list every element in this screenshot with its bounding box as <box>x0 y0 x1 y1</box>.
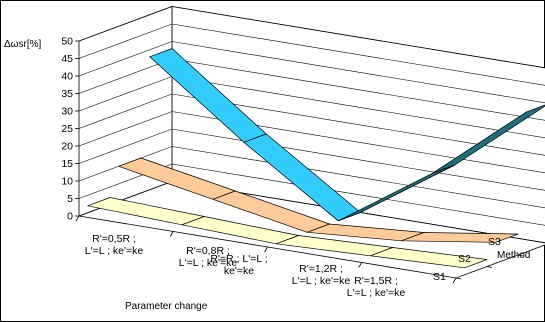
gridline <box>78 41 545 104</box>
x-tick-label: R'=1,5R ; <box>354 275 398 287</box>
y-tick-label: 5 <box>67 193 73 205</box>
series-S2-segment <box>401 232 519 243</box>
series-S3-segment <box>370 247 488 269</box>
x-tick-label: R'=0,8R ; <box>186 245 230 257</box>
y-tick-label: 25 <box>61 123 73 135</box>
y-tick-label: 15 <box>61 158 73 170</box>
x-tick-label: R'=1,2R ; <box>299 263 343 275</box>
gridline <box>78 146 545 209</box>
depth-tick-label: S2 <box>458 253 471 265</box>
x-tick-label: ke'=ke <box>224 265 254 277</box>
y-tick-label: 45 <box>61 53 73 65</box>
x-tick-label: L'=L ; ke'=ke <box>85 245 144 257</box>
y-tick-label: 50 <box>61 36 73 48</box>
x-axis-label: Parameter change <box>125 301 208 312</box>
y-tick-label: 35 <box>61 88 73 100</box>
y-tick-label: 40 <box>61 71 73 83</box>
gridline <box>78 93 545 156</box>
x-tick-label: L'=L ; ke'=ke <box>179 257 238 269</box>
y-axis-label: Δωsr[%] <box>4 39 41 50</box>
x-tick-label: R'=R ; L'=L ; <box>210 253 267 265</box>
depth-tick-label: S1 <box>433 271 446 283</box>
series-S1-segment <box>432 104 545 174</box>
x-tick <box>358 262 363 268</box>
depth-tick <box>517 254 524 257</box>
y-tick-label: 20 <box>61 141 73 153</box>
gridline <box>78 163 545 226</box>
y-tick-label: 10 <box>61 176 73 188</box>
depth-axis-label: Method <box>497 250 530 261</box>
depth-tick <box>455 277 462 280</box>
x-tick-label: L'=L ; ke'=ke <box>292 275 351 287</box>
x-tick <box>75 215 80 222</box>
x-tick <box>452 277 457 284</box>
depth-tick-label: S3 <box>488 236 501 248</box>
depth-tick <box>486 266 493 268</box>
x-tick-label: R'=0,5R ; <box>92 233 136 245</box>
x-tick-label: L'=L ; ke'=ke <box>347 287 406 299</box>
gridline <box>78 6 545 69</box>
gridline <box>78 128 545 191</box>
x-tick <box>264 246 268 253</box>
y-tick-label: 30 <box>61 106 73 118</box>
gridline <box>78 23 545 86</box>
y-tick-label: 0 <box>67 211 73 223</box>
gridline <box>78 111 545 174</box>
x-tick <box>169 231 174 237</box>
